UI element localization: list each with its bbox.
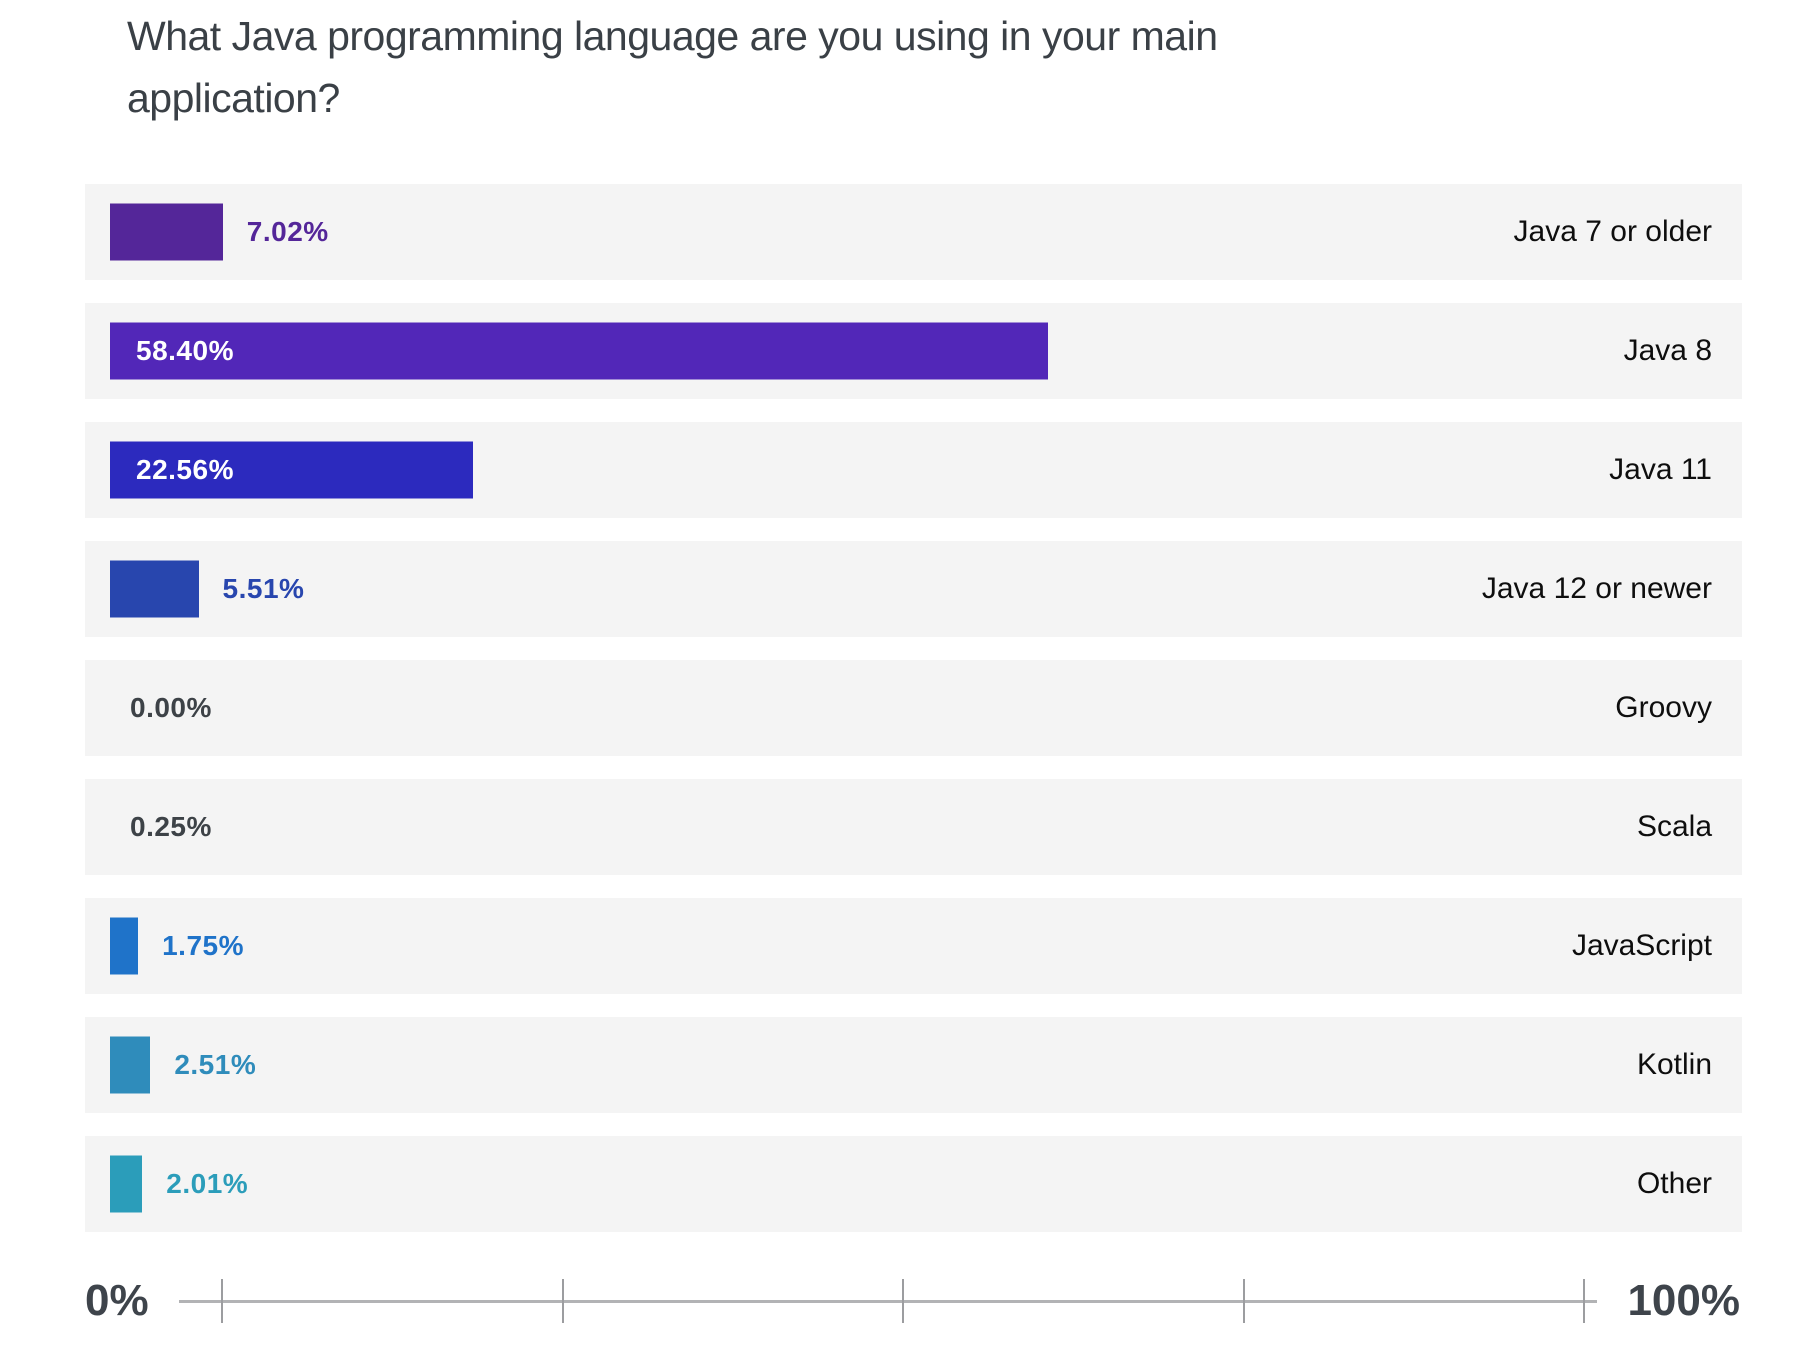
answer-label: Other bbox=[1636, 1167, 1712, 1200]
answer-label: Kotlin bbox=[1636, 1048, 1712, 1081]
chart-rows: 7.02% Java 7 or older 58.40% Java 8 22.56% Ja… bbox=[85, 184, 1742, 1255]
answer-row: 5.51% Java 12 or newer bbox=[85, 541, 1742, 637]
bar-track: 0.25% bbox=[110, 779, 1717, 875]
answer-label: Java 8 bbox=[1623, 334, 1712, 367]
axis-max-label: 100% bbox=[1627, 1276, 1740, 1325]
bar-track: 5.51% bbox=[110, 541, 1717, 637]
answer-label: Java 11 bbox=[1609, 453, 1712, 486]
percent-label: 0.25% bbox=[130, 811, 212, 842]
bar bbox=[110, 441, 473, 499]
bar bbox=[110, 322, 1049, 380]
answer-label: Groovy bbox=[1615, 691, 1712, 724]
axis-min-label: 0% bbox=[85, 1276, 149, 1325]
bar-track: 1.75% bbox=[110, 898, 1717, 994]
axis-tick bbox=[221, 1279, 224, 1323]
percent-label: 5.51% bbox=[222, 573, 305, 604]
axis-line bbox=[178, 1279, 1598, 1323]
answer-row: 22.56% Java 11 bbox=[85, 422, 1742, 518]
answer-label: Scala bbox=[1636, 810, 1712, 843]
bar bbox=[110, 560, 199, 618]
bar bbox=[110, 1155, 143, 1213]
percent-label: 0.00% bbox=[130, 692, 212, 723]
bar-track: 22.56% bbox=[110, 422, 1717, 518]
answer-row: 2.51% Kotlin bbox=[85, 1017, 1742, 1113]
x-axis: 0% 100% bbox=[85, 1274, 1740, 1328]
percent-label: 2.01% bbox=[166, 1168, 249, 1199]
answer-row: 0.25% Scala bbox=[85, 779, 1742, 875]
answer-label: JavaScript bbox=[1571, 929, 1712, 962]
answer-label: Java 12 or newer bbox=[1481, 572, 1712, 605]
percent-label: 2.51% bbox=[174, 1049, 257, 1080]
bar-track: 2.51% bbox=[110, 1017, 1717, 1113]
bar-track: 7.02% bbox=[110, 184, 1717, 280]
answer-row: 0.00% Groovy bbox=[85, 660, 1742, 756]
bar-track: 2.01% bbox=[110, 1136, 1717, 1232]
answer-row: 1.75% JavaScript bbox=[85, 898, 1742, 994]
answer-row: 2.01% Other bbox=[85, 1136, 1742, 1232]
axis-tick bbox=[1583, 1279, 1586, 1323]
percent-label: 22.56% bbox=[136, 454, 234, 485]
chart-title: What Java programming language are you u… bbox=[127, 13, 1218, 121]
bar-track: 58.40% bbox=[110, 303, 1717, 399]
percent-label: 1.75% bbox=[162, 930, 245, 961]
bar bbox=[110, 1036, 151, 1094]
bar bbox=[110, 917, 139, 975]
answer-label: Java 7 or older bbox=[1513, 215, 1712, 248]
axis-tick bbox=[902, 1279, 905, 1323]
bar-track: 0.00% bbox=[110, 660, 1717, 756]
bar bbox=[110, 203, 223, 261]
answer-row: 58.40% Java 8 bbox=[85, 303, 1742, 399]
axis-tick bbox=[561, 1279, 564, 1323]
percent-label: 7.02% bbox=[246, 216, 329, 247]
percent-label: 58.40% bbox=[136, 335, 234, 366]
answer-row: 7.02% Java 7 or older bbox=[85, 184, 1742, 280]
axis-tick bbox=[1242, 1279, 1245, 1323]
